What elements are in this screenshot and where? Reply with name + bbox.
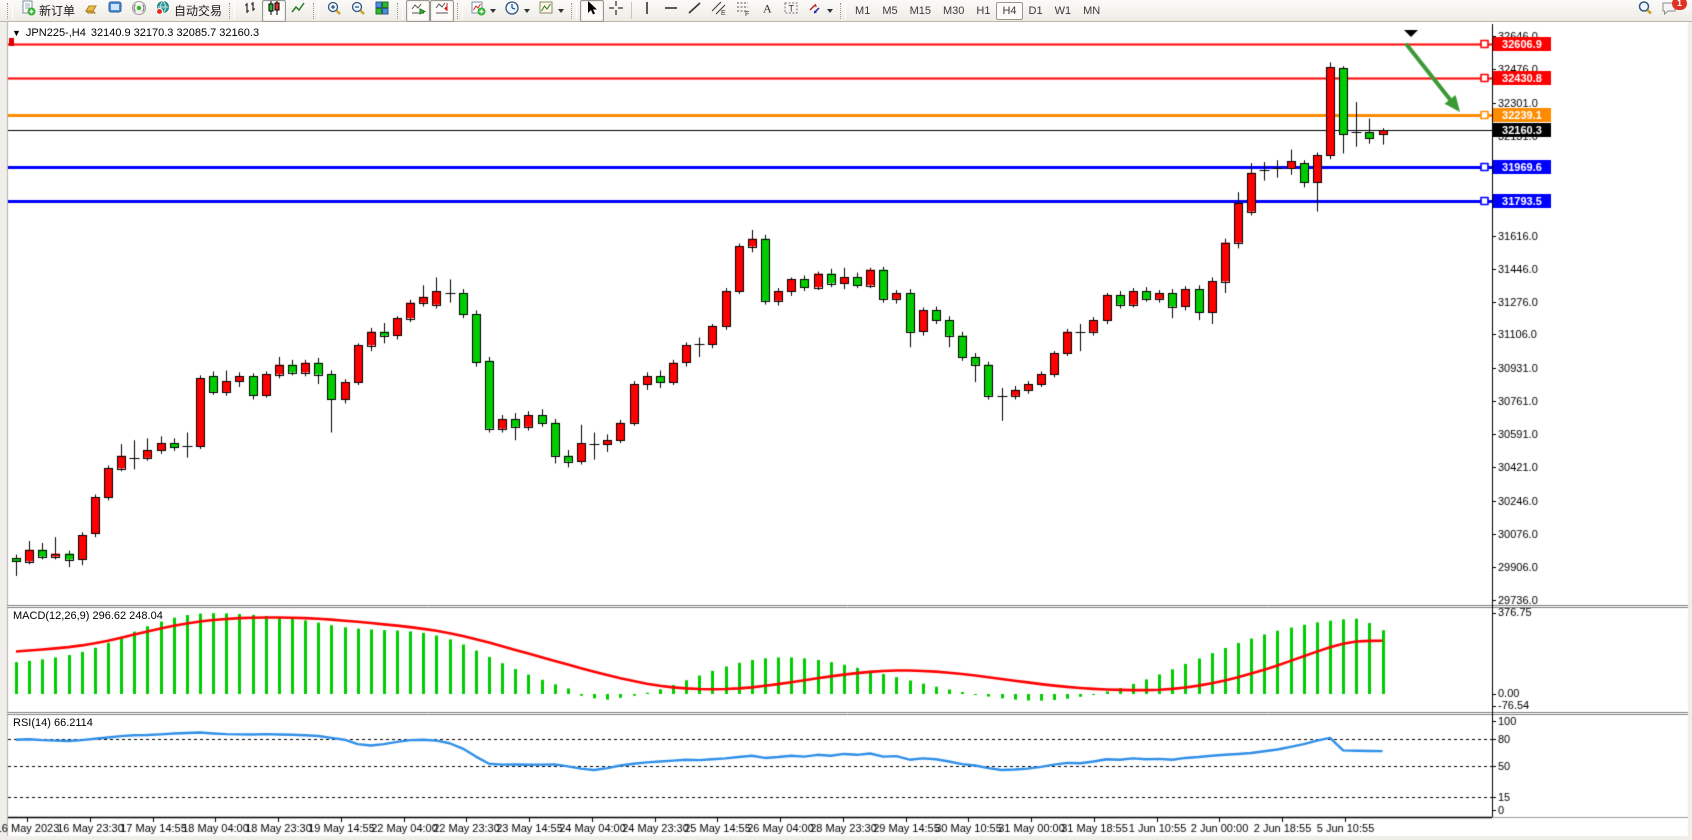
trendline-icon — [687, 0, 703, 21]
new-order-label: 新订单 — [39, 4, 76, 18]
templates-button[interactable] — [534, 0, 568, 22]
search-icon — [1637, 0, 1653, 21]
auto-trading-button[interactable]: 自动交易 — [151, 0, 226, 22]
toolbar-grip[interactable] — [229, 2, 236, 19]
candlestick-chart-button[interactable] — [262, 0, 287, 22]
arrows-icon — [807, 0, 823, 21]
cursor-icon — [584, 0, 600, 21]
crosshair-button[interactable] — [604, 0, 628, 22]
timeframe-m15-button[interactable]: M15 — [909, 4, 931, 17]
chart-info-line: ▼ JPN225-,H4 32140.9 32170.3 32085.7 321… — [12, 27, 259, 39]
timeframe-m30-button[interactable]: M30 — [943, 4, 965, 17]
signal-icon — [131, 0, 147, 21]
equidistant-channel-button[interactable]: E — [707, 0, 731, 22]
timeframe-h1-button[interactable]: H1 — [976, 4, 991, 17]
symbol-dropdown-icon[interactable]: ▼ — [12, 28, 21, 38]
toolbar-grip[interactable] — [840, 2, 847, 19]
trendline-button[interactable] — [683, 0, 707, 22]
timeframe-h4-button[interactable]: H4 — [996, 1, 1023, 20]
svg-text:A: A — [763, 2, 772, 16]
crosshair-icon — [608, 0, 624, 21]
bar-chart-button[interactable] — [238, 0, 262, 22]
tile-windows-button[interactable] — [370, 0, 394, 22]
monitor-icon — [107, 0, 123, 21]
zoom-in-button[interactable] — [322, 0, 346, 22]
notifications-button[interactable]: 1 — [1657, 0, 1687, 22]
candlestick-icon — [266, 0, 282, 21]
text-label-icon: T — [783, 0, 799, 21]
timeframe-w1-button[interactable]: W1 — [1054, 4, 1072, 17]
search-button[interactable] — [1633, 0, 1657, 22]
gold-icon — [83, 0, 99, 21]
channel-icon: E — [711, 0, 727, 21]
zoom-out-button[interactable] — [346, 0, 370, 22]
notification-badge: 1 — [1672, 0, 1687, 10]
horizontal-line-icon — [663, 0, 679, 21]
chart-ohlc-values: 32140.9 32170.3 32085.7 32160.3 — [90, 27, 260, 39]
chevron-down-icon — [524, 8, 531, 13]
toolbar-grip[interactable] — [397, 2, 404, 19]
market-watch-button[interactable] — [103, 0, 127, 22]
clock-icon — [504, 0, 520, 21]
cursor-button[interactable] — [580, 0, 605, 22]
toolbar-grip[interactable] — [313, 2, 320, 19]
auto-trading-label: 自动交易 — [174, 4, 223, 18]
timeframe-m1-button[interactable]: M1 — [855, 4, 871, 17]
toolbar-grip[interactable] — [571, 2, 578, 19]
toolbar-grip[interactable] — [7, 2, 13, 19]
zoom-out-icon — [350, 0, 366, 21]
line-chart-button[interactable] — [286, 0, 310, 22]
vertical-line-button[interactable] — [635, 0, 659, 22]
timeframe-d1-button[interactable]: D1 — [1028, 4, 1043, 17]
toolbar-grip[interactable] — [457, 2, 464, 19]
chart-profile-button[interactable] — [79, 0, 103, 22]
svg-text:T: T — [789, 4, 795, 14]
chart-shift-icon — [434, 0, 450, 21]
chevron-down-icon — [558, 8, 565, 13]
line-chart-icon — [290, 0, 306, 21]
macd-indicator-label: MACD(12,26,9) 296.62 248.04 — [13, 610, 163, 622]
chart-shift-button[interactable] — [430, 0, 455, 22]
toolbar-separator — [631, 2, 633, 19]
text-button[interactable]: A — [755, 0, 779, 22]
chart-symbol-label: JPN225-,H4 — [25, 27, 86, 39]
main-toolbar: 新订单 自动交易 — [0, 0, 1692, 22]
new-order-icon — [20, 0, 36, 21]
svg-text:F: F — [745, 11, 749, 16]
svg-text:E: E — [721, 10, 726, 16]
timeframe-mn-button[interactable]: MN — [1083, 4, 1101, 17]
new-order-button[interactable]: 新订单 — [16, 0, 79, 22]
tile-windows-icon — [374, 0, 390, 21]
arrows-button[interactable] — [803, 0, 837, 22]
chevron-down-icon — [490, 8, 497, 13]
periods-button[interactable] — [500, 0, 534, 22]
rsi-indicator-label: RSI(14) 66.2114 — [13, 717, 93, 729]
horizontal-line-button[interactable] — [659, 0, 683, 22]
globe-icon — [155, 0, 171, 21]
text-icon: A — [759, 0, 775, 21]
text-label-button[interactable]: T — [779, 0, 803, 22]
indicator-add-icon — [470, 0, 486, 21]
ohlc-bars-icon — [242, 0, 258, 21]
zoom-in-icon — [326, 0, 342, 21]
timeframe-m5-button[interactable]: M5 — [882, 4, 898, 17]
auto-scroll-icon — [410, 0, 427, 21]
chevron-down-icon — [827, 8, 834, 13]
fibonacci-icon: F — [735, 0, 751, 21]
price-chart-canvas[interactable] — [0, 22, 1692, 840]
template-icon — [538, 0, 554, 21]
indicators-button[interactable] — [466, 0, 500, 22]
vertical-line-icon — [639, 0, 655, 21]
fibonacci-button[interactable]: F — [731, 0, 755, 22]
signals-button[interactable] — [127, 0, 151, 22]
auto-scroll-button[interactable] — [406, 0, 431, 22]
